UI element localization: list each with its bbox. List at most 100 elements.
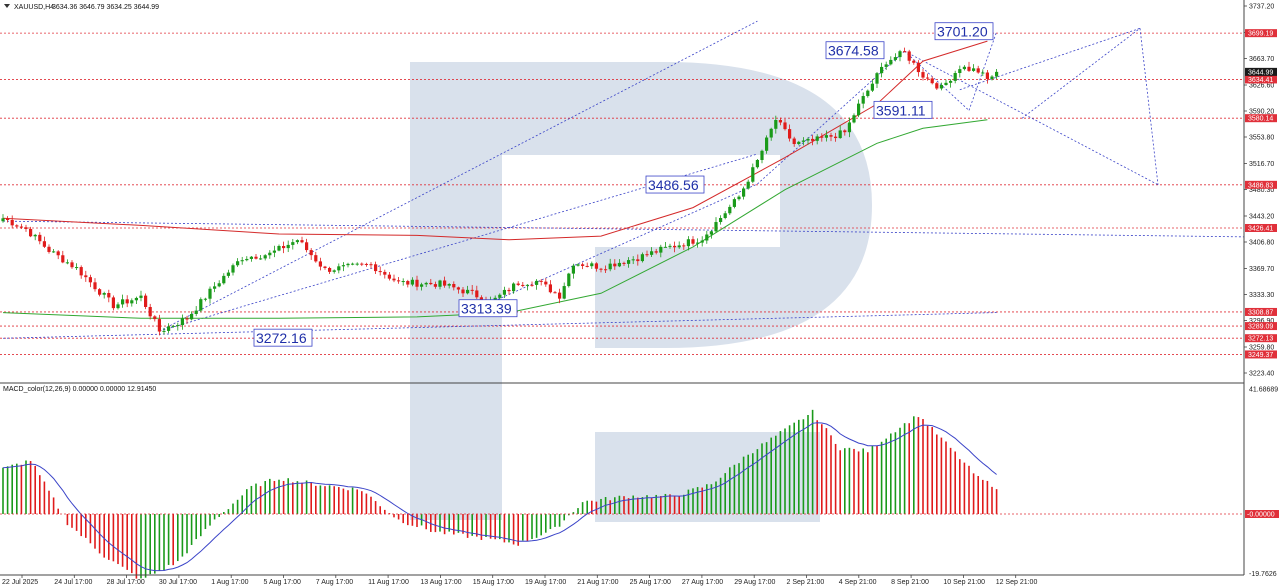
level-tag-label: 3486.83 bbox=[1248, 182, 1273, 189]
y-tick-label: 3516.70 bbox=[1249, 161, 1274, 168]
x-tick-label: 1 Aug 17:00 bbox=[211, 579, 248, 586]
candle-body bbox=[176, 325, 180, 327]
candle-body bbox=[277, 245, 281, 251]
candle-body bbox=[61, 255, 65, 263]
candle-body bbox=[392, 278, 396, 281]
candle-body bbox=[79, 267, 83, 276]
candle-body bbox=[130, 300, 134, 304]
candle-body bbox=[995, 71, 999, 77]
level-tag-label: 3634.41 bbox=[1248, 77, 1273, 84]
annotation-label: 3674.58 bbox=[828, 43, 879, 59]
candle-body bbox=[475, 290, 479, 298]
candle-body bbox=[111, 297, 115, 309]
candle-body bbox=[627, 260, 631, 264]
x-tick-label: 29 Aug 17:00 bbox=[734, 579, 775, 586]
candle-body bbox=[15, 225, 19, 227]
candle-body bbox=[346, 263, 350, 266]
candle-body bbox=[429, 282, 433, 285]
candle-body bbox=[236, 261, 240, 266]
candle-body bbox=[415, 279, 419, 287]
candle-body bbox=[640, 254, 644, 262]
x-tick-label: 8 Sep 21:00 bbox=[891, 579, 929, 586]
candle-body bbox=[387, 274, 391, 279]
candle-body bbox=[401, 281, 405, 283]
candle-body bbox=[778, 120, 782, 123]
candle-body bbox=[949, 80, 953, 83]
candle-body bbox=[990, 76, 994, 80]
candle-body bbox=[811, 138, 815, 141]
candle-body bbox=[249, 256, 253, 259]
candle-body bbox=[746, 181, 750, 189]
candle-body bbox=[222, 275, 226, 284]
level-tag-label: 3249.37 bbox=[1248, 352, 1273, 359]
candle-body bbox=[254, 256, 258, 259]
forecast-line bbox=[904, 50, 970, 111]
candle-body bbox=[599, 268, 603, 270]
candle-body bbox=[305, 242, 309, 251]
candle-body bbox=[792, 138, 796, 145]
candle-body bbox=[617, 262, 621, 267]
candle-body bbox=[935, 83, 939, 89]
candle-body bbox=[829, 135, 833, 137]
candle-body bbox=[410, 279, 414, 285]
candle-body bbox=[369, 264, 373, 266]
candle-body bbox=[958, 69, 962, 74]
candle-body bbox=[985, 72, 989, 80]
candle-body bbox=[539, 280, 543, 282]
chart-header-ohlc: 3634.36 3646.79 3634.25 3644.99 bbox=[52, 4, 159, 11]
candle-body bbox=[673, 245, 677, 248]
candle-body bbox=[180, 318, 184, 326]
candle-body bbox=[751, 167, 755, 182]
candle-body bbox=[10, 219, 14, 226]
candle-body bbox=[709, 231, 713, 235]
annotation-box bbox=[825, 41, 885, 60]
x-tick-label: 12 Sep 21:00 bbox=[996, 579, 1038, 586]
level-tag bbox=[1245, 114, 1277, 123]
forecast-line bbox=[904, 50, 1159, 186]
candle-body bbox=[19, 226, 23, 228]
candle-body bbox=[728, 206, 732, 214]
candle-body bbox=[893, 57, 897, 60]
candle-body bbox=[24, 227, 28, 229]
candle-body bbox=[70, 262, 74, 268]
candle-body bbox=[259, 258, 263, 260]
candle-body bbox=[397, 280, 401, 282]
candle-body bbox=[774, 120, 778, 129]
candle-body bbox=[852, 115, 856, 123]
candle-body bbox=[571, 265, 575, 274]
candle-body bbox=[677, 245, 681, 248]
candle-body bbox=[962, 66, 966, 70]
candle-body bbox=[719, 218, 723, 223]
x-tick-label: 30 Jul 17:00 bbox=[159, 579, 197, 586]
candle-body bbox=[884, 64, 888, 67]
candle-body bbox=[134, 297, 138, 301]
x-tick-label: 11 Aug 17:00 bbox=[368, 579, 409, 586]
candle-body bbox=[420, 284, 424, 287]
level-tag bbox=[1245, 350, 1277, 359]
macd-zero-tag bbox=[1245, 510, 1279, 518]
candle-body bbox=[309, 250, 313, 256]
x-tick-label: 5 Aug 17:00 bbox=[264, 579, 301, 586]
level-tag bbox=[1245, 322, 1277, 331]
candle-body bbox=[576, 264, 580, 266]
candle-body bbox=[466, 289, 470, 294]
annotation-label: 3272.16 bbox=[256, 330, 307, 346]
level-tag bbox=[1245, 180, 1277, 189]
candle-body bbox=[351, 263, 355, 265]
candle-body bbox=[732, 199, 736, 207]
level-tag-label: 3272.13 bbox=[1248, 336, 1273, 343]
candle-body bbox=[203, 298, 207, 300]
candle-body bbox=[42, 241, 46, 247]
candle-body bbox=[452, 283, 456, 288]
candle-body bbox=[263, 255, 267, 259]
dropdown-arrow-icon[interactable] bbox=[4, 4, 10, 8]
candle-body bbox=[318, 261, 322, 267]
candle-body bbox=[967, 66, 971, 71]
candle-body bbox=[875, 73, 879, 84]
candle-body bbox=[558, 292, 562, 299]
candle-body bbox=[797, 141, 801, 145]
candle-body bbox=[314, 255, 318, 262]
candle-body bbox=[714, 222, 718, 232]
